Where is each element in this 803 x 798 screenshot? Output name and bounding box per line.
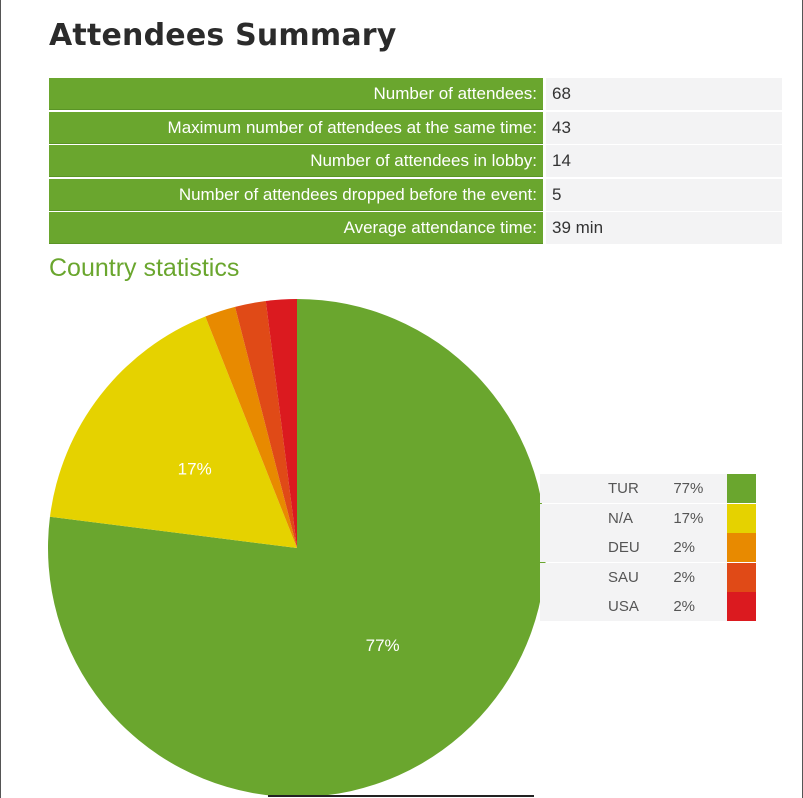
pie-slice-deu xyxy=(205,306,297,548)
legend-row: DEU 2% xyxy=(540,533,756,563)
legend-swatch xyxy=(727,503,756,533)
summary-value: 43 xyxy=(546,111,782,144)
pie-label-na: 17% xyxy=(178,460,212,479)
summary-value: 5 xyxy=(546,178,782,211)
legend-row: TUR 77% xyxy=(540,474,756,503)
summary-label: Number of attendees dropped before the e… xyxy=(49,178,543,211)
legend-swatch xyxy=(727,533,756,563)
summary-row-attendees: Number of attendees: 68 xyxy=(49,78,782,110)
pie-slice-na xyxy=(49,316,297,548)
legend-swatch xyxy=(727,562,756,592)
pie-slice-sau xyxy=(235,300,297,548)
legend-percent: 17% xyxy=(673,509,704,527)
country-statistics-title: Country statistics xyxy=(49,254,240,282)
summary-label: Number of attendees: xyxy=(49,78,543,110)
summary-row-dropped: Number of attendees dropped before the e… xyxy=(49,178,782,211)
legend-country: USA xyxy=(608,598,639,616)
page-title: Attendees Summary xyxy=(49,18,397,53)
legend-country: DEU xyxy=(608,539,640,557)
pie-label-tur: 77% xyxy=(366,636,400,655)
legend-percent: 2% xyxy=(673,568,696,586)
legend-country: SAU xyxy=(608,568,639,586)
summary-row-lobby: Number of attendees in lobby: 14 xyxy=(49,145,782,177)
window-border-left xyxy=(0,0,1,798)
legend-row: N/A 17% xyxy=(540,503,756,533)
summary-label: Maximum number of attendees at the same … xyxy=(49,111,543,144)
bottom-divider xyxy=(268,795,534,797)
legend-swatch xyxy=(727,474,756,503)
legend-country: N/A xyxy=(608,509,634,527)
summary-row-avg-time: Average attendance time: 39 min xyxy=(49,212,782,244)
legend-percent: 77% xyxy=(673,480,704,497)
country-pie-chart: 77% 17% xyxy=(48,299,546,797)
legend-swatch xyxy=(727,592,756,622)
summary-label: Average attendance time: xyxy=(49,212,543,244)
legend-row: SAU 2% xyxy=(540,562,756,592)
legend-percent: 2% xyxy=(673,598,696,616)
country-legend: TUR 77% N/A 17% DEU 2% SAU 2% USA 2% xyxy=(540,474,756,622)
legend-row: USA 2% xyxy=(540,592,756,622)
pie-slice-usa xyxy=(265,299,297,548)
summary-table: Number of attendees: 68 Maximum number o… xyxy=(49,78,782,246)
legend-percent: 2% xyxy=(673,539,696,557)
legend-country: TUR xyxy=(608,480,639,497)
summary-value: 68 xyxy=(546,78,782,110)
summary-value: 39 min xyxy=(546,212,782,244)
summary-value: 14 xyxy=(546,145,782,177)
summary-row-max-concurrent: Maximum number of attendees at the same … xyxy=(49,111,782,144)
summary-label: Number of attendees in lobby: xyxy=(49,145,543,177)
